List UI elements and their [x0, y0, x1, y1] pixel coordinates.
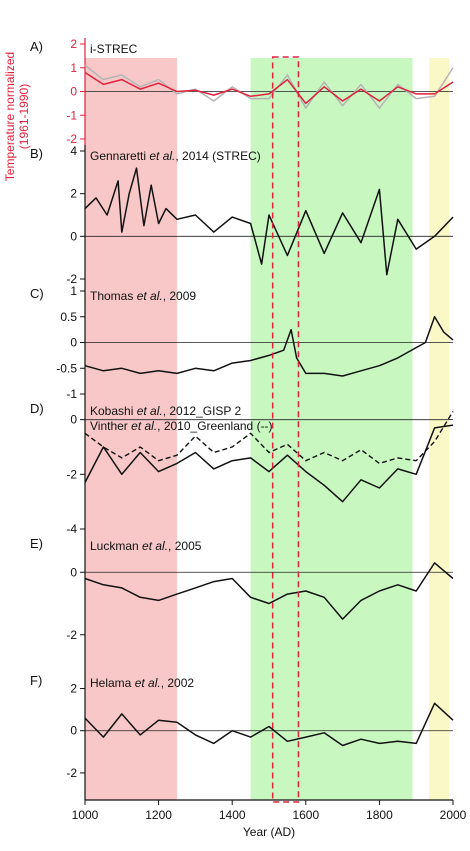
shaded-period-1	[250, 58, 413, 800]
panel-2: -1 -0.5 0 0.5 1 C) Thomas et al., 2009	[30, 284, 454, 401]
series-line-dashed	[84, 411, 454, 465]
y-tick-label: 0	[70, 413, 77, 427]
shaded-period-2	[429, 58, 450, 800]
x-tick-label: 1000	[72, 808, 99, 822]
shaded-period-0	[85, 58, 177, 800]
y-tick-label: 1	[70, 284, 77, 298]
y-tick-label: 0	[70, 229, 77, 243]
y-tick-label: 0	[70, 565, 77, 579]
series-line-black	[84, 316, 454, 377]
panel-0: -2 -1 0 1 2 A) i-STREC Temperature normalized(1…	[3, 37, 454, 181]
panel-letter: E)	[30, 536, 43, 551]
panel-label: i-STREC	[90, 42, 138, 56]
series-line-black	[84, 167, 454, 276]
panel-label: Thomas et al., 2009	[90, 289, 196, 303]
x-tick-label: 1800	[366, 808, 393, 822]
panel-4: -2 0 E) Luckman et al., 2005	[30, 535, 454, 672]
panel-letter: F)	[30, 673, 42, 688]
panel-label: Luckman et al., 2005	[90, 539, 202, 553]
y-tick-label: -1	[66, 108, 77, 122]
y-tick-label: -0.5	[56, 361, 77, 375]
dashed-highlight-box	[271, 56, 300, 803]
y-tick-label: -4	[66, 522, 77, 536]
x-axis-label: Year (AD)	[243, 825, 295, 839]
y-tick-label: 0	[70, 85, 77, 99]
x-tick-label: 2000	[440, 808, 467, 822]
y-tick-label: -2	[66, 132, 77, 146]
panel-label: Kobashi et al., 2012_GISP 2	[90, 404, 242, 418]
y-tick-label: 0	[70, 724, 77, 738]
y-tick-label: -1	[66, 387, 77, 401]
y-tick-label: 4	[70, 144, 77, 158]
panel-3: -4 -2 0 D) Kobashi et al., 2012_GISP 2Vinthe…	[30, 400, 454, 536]
series-line-black	[84, 424, 454, 503]
series-line-black	[84, 702, 454, 747]
series-line-black	[84, 562, 454, 620]
y-tick-label: 2	[70, 187, 77, 201]
x-tick-label: 1400	[219, 808, 246, 822]
x-tick-label: 1200	[145, 808, 172, 822]
panel-5: -2 0 2 F) Helama et al., 2002	[30, 672, 454, 800]
x-tick-label: 1600	[292, 808, 319, 822]
y-tick-label: 2	[70, 682, 77, 696]
panel-1: -2 0 2 4 B) Gennaretti et al., 2014 (STREC)	[30, 144, 454, 286]
panel-letter: D)	[30, 401, 44, 416]
panel-label: Vinther et al., 2010_Greenland (--)	[90, 419, 273, 433]
series-line-red	[84, 71, 454, 105]
panel-letter: A)	[30, 39, 43, 54]
y-tick-label: 0	[70, 336, 77, 350]
y-tick-label: -2	[66, 628, 77, 642]
y-tick-label: -2	[66, 766, 77, 780]
y-tick-label: -2	[66, 467, 77, 481]
panel-letter: C)	[30, 286, 44, 301]
panel-label: Helama et al., 2002	[90, 676, 194, 690]
panel-letter: B)	[30, 146, 43, 161]
y-tick-label: -2	[66, 272, 77, 286]
y-tick-label: 0.5	[60, 310, 77, 324]
y-tick-label: 1	[70, 61, 77, 75]
y-axis-label: Temperature normalized(1961-1990)	[3, 52, 31, 181]
y-tick-label: 2	[70, 37, 77, 51]
panel-label: Gennaretti et al., 2014 (STREC)	[90, 149, 261, 163]
